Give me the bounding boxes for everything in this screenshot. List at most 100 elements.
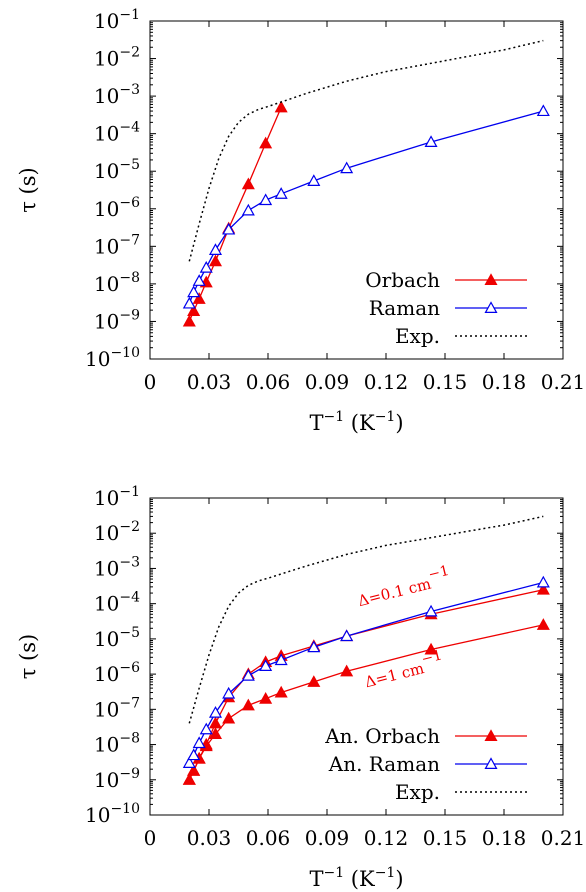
series-exp- — [188, 39, 544, 262]
data-point — [182, 314, 196, 327]
data-point — [222, 222, 236, 235]
x-tick-label: 0.18 — [482, 370, 527, 394]
chart-panel-1: 0 0.03 0.06 0.09 0.12 0.15 0.18 0.21 10−10 10−9 10… — [16, 7, 585, 435]
data-point — [222, 686, 236, 699]
data-point — [307, 640, 321, 653]
legend: Orbach Raman Exp. — [365, 268, 527, 348]
data-point — [182, 296, 196, 309]
data-point — [208, 716, 223, 729]
legend-label: An. Raman — [328, 752, 440, 776]
y-tick-label: 10−1 — [94, 484, 140, 510]
data-point — [307, 174, 321, 186]
x-tick-label: 0.12 — [364, 370, 409, 394]
y-tick-label: 10−8 — [94, 731, 140, 757]
x-tick-label: 0.15 — [423, 370, 468, 394]
data-point — [259, 136, 273, 149]
series-an-raman — [182, 575, 550, 768]
data-point — [199, 260, 213, 273]
plot-frame — [149, 20, 564, 360]
series-line — [188, 39, 544, 262]
data-point — [187, 304, 201, 316]
data-point — [241, 668, 255, 681]
x-tick-label: 0.12 — [364, 826, 409, 850]
series-orbach — [182, 100, 288, 327]
y-tick-label: 10−8 — [94, 270, 140, 296]
data-point — [424, 135, 438, 147]
series-line — [188, 515, 544, 724]
data-point — [182, 756, 196, 768]
y-tick-label: 10−6 — [94, 195, 140, 221]
y-tick-label: 10−2 — [94, 519, 140, 545]
legend-label: Raman — [369, 296, 440, 320]
x-tick-label: 0.21 — [541, 370, 586, 394]
x-tick-label: 0.06 — [246, 826, 291, 850]
series-line — [188, 107, 282, 322]
data-point — [199, 722, 213, 735]
y-tick-label: 10−7 — [94, 695, 140, 721]
x-tick-label: 0.09 — [305, 826, 350, 850]
data-point — [536, 582, 550, 595]
data-point — [340, 629, 354, 642]
x-tick-label: 0.03 — [187, 370, 232, 394]
x-tick-label: 0.15 — [423, 826, 468, 850]
y-tick-label: 10−10 — [85, 345, 140, 371]
data-point — [307, 675, 321, 687]
data-point — [208, 727, 223, 739]
data-point — [187, 748, 201, 761]
legend-marker — [484, 301, 498, 313]
x-tick-label: 0.21 — [541, 826, 586, 850]
y-tick-label: 10−10 — [85, 801, 140, 827]
data-point — [192, 736, 206, 749]
data-point — [208, 243, 223, 255]
legend: An. Orbach An. Raman Exp. — [324, 724, 527, 804]
data-point — [536, 104, 550, 117]
y-tick-label: 10−5 — [94, 625, 140, 651]
legend-label: Exp. — [395, 324, 440, 348]
legend-marker — [484, 273, 498, 285]
data-point — [208, 254, 223, 267]
data-point — [241, 177, 255, 190]
x-axis-label: T−1 (K−1) — [309, 409, 403, 435]
y-tick-label: 10−5 — [94, 157, 140, 183]
data-point — [259, 193, 273, 206]
annotation-label: Δ=0.1 cm−1 — [354, 563, 453, 610]
legend-label: An. Orbach — [324, 724, 440, 748]
y-axis-label: τ (s) — [16, 167, 40, 212]
data-point — [259, 659, 273, 671]
y-axis-label: τ (s) — [16, 634, 40, 679]
x-tick-label: 0.06 — [246, 370, 291, 394]
legend-label: Orbach — [365, 268, 440, 292]
chart-panel-2: 0 0.03 0.06 0.09 0.12 0.15 0.18 0.21 10−10 10−9 10… — [16, 484, 585, 891]
data-point — [424, 604, 438, 617]
legend-marker — [484, 757, 498, 770]
x-tick-label: 0.09 — [305, 370, 350, 394]
x-tick-label: 0.18 — [482, 826, 527, 850]
legend-label: Exp. — [395, 780, 440, 804]
data-point — [536, 618, 550, 630]
y-tick-label: 10−4 — [94, 120, 140, 146]
data-point — [340, 161, 354, 174]
data-point — [187, 285, 201, 298]
data-point — [241, 203, 255, 216]
y-tick-label: 10−3 — [94, 82, 140, 108]
data-point — [274, 100, 288, 113]
y-tick-label: 10−6 — [94, 660, 140, 686]
data-point — [241, 698, 255, 711]
data-point — [208, 706, 223, 718]
y-tick-label: 10−7 — [94, 232, 140, 258]
y-tick-label: 10−9 — [94, 307, 140, 333]
data-point — [259, 691, 273, 704]
x-tick-label: 0.03 — [187, 826, 232, 850]
data-point — [340, 664, 354, 677]
annotation-label: Δ=1 cm−1 — [361, 647, 446, 691]
data-point — [192, 292, 206, 304]
y-tick-label: 10−4 — [94, 590, 140, 616]
x-tick-label: 0 — [144, 370, 157, 394]
y-tick-label: 10−2 — [94, 45, 140, 71]
y-tick-label: 10−9 — [94, 766, 140, 792]
data-point — [536, 575, 550, 588]
x-axis-label: T−1 (K−1) — [309, 865, 403, 891]
x-tick-label: 0 — [144, 826, 157, 850]
y-tick-label: 10−1 — [94, 7, 140, 33]
